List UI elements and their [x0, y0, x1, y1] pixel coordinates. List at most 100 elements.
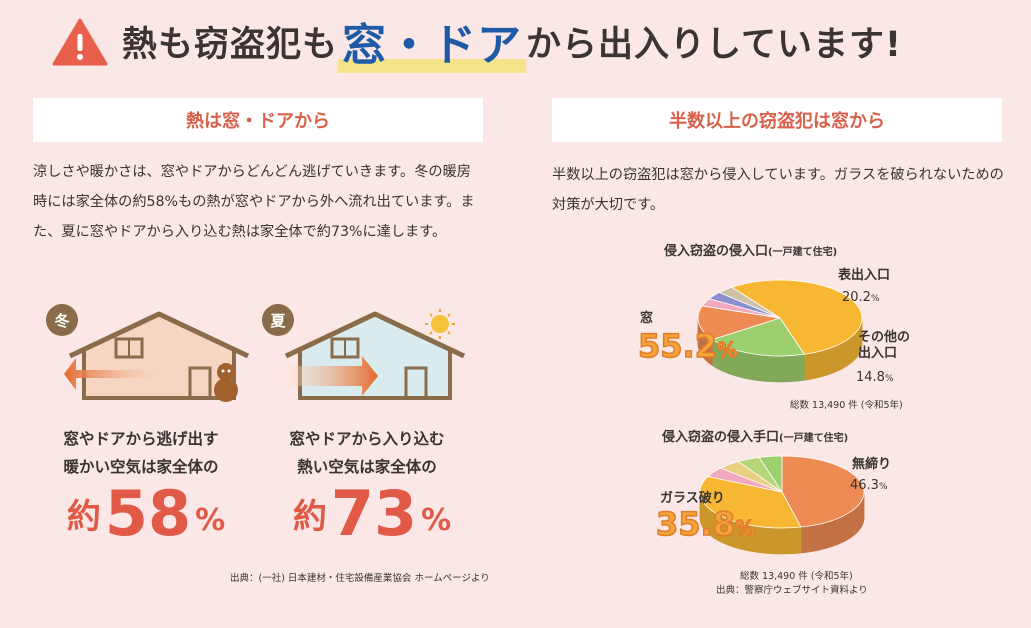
chart1-side-表出入口	[784, 355, 788, 383]
winter-prefix: 約	[66, 497, 101, 537]
summer-caption: 窓やドアから入り込む 熱い空気は家全体の	[272, 425, 462, 481]
winter-badge: 冬	[46, 304, 78, 336]
chart2-side-無締り	[829, 519, 833, 548]
chart2-pie	[699, 455, 865, 555]
chart1-side-表出入口	[801, 353, 805, 382]
chart2-side-無締り	[817, 523, 821, 551]
chart1-title-note: (一戸建て住宅)	[768, 247, 838, 258]
title-part-2: から出入りしています!	[526, 24, 902, 65]
chart1-side-表出入口	[758, 354, 763, 382]
chart2-value-unlocked-num: 46.3	[850, 478, 879, 493]
chart1-title-text: 侵入窃盗の侵入口	[664, 244, 769, 259]
chart1-label-window: 窓	[640, 311, 654, 326]
chart1-unit-window: %	[716, 337, 738, 363]
chart2-value-glass: 35.8%	[655, 504, 756, 544]
summer-value: 73	[330, 477, 418, 550]
chart2-side-ガラス破り	[797, 526, 802, 554]
burglary-description: 半数以上の窃盗犯は窓から侵入しています。ガラスを破られないための対策が大切です。	[552, 167, 1004, 213]
chart1-slice-表出入口	[711, 317, 806, 357]
chart1-label-other-line2: 出入口	[858, 346, 898, 361]
winter-caption: 窓やドアから逃げ出す 暖かい空気は家全体の	[46, 425, 236, 481]
chart1-side-窓	[830, 346, 834, 375]
chart1-unit-other: %	[884, 374, 894, 384]
chart2-side-ガラス破り	[777, 527, 782, 555]
chart1-side-窓	[820, 349, 824, 378]
chart1-side-表出入口	[798, 354, 802, 382]
chart1-side-表出入口	[770, 355, 774, 383]
chart2-side-無締り	[827, 520, 831, 549]
chart1-side-表出入口	[756, 354, 760, 382]
chart2-side-ガラス破り	[755, 525, 759, 553]
chart1-side-表出入口	[750, 353, 754, 381]
chart1-side-表出入口	[761, 354, 766, 382]
chart1-slice-other-3	[718, 286, 781, 319]
section-heading-heat: 熱は窓・ドアから	[33, 98, 483, 142]
chart1-side-表出入口	[781, 355, 785, 383]
winter-value: 58	[104, 477, 192, 550]
chart1-side-窓	[827, 347, 831, 376]
chart1-value-other: 14.8%	[856, 370, 894, 385]
chart1-side-表出入口	[740, 350, 744, 379]
chart1-value-other-num: 14.8	[856, 370, 885, 385]
chart2-side-無締り	[801, 526, 805, 554]
chart2-side-無締り	[825, 521, 829, 549]
chart1-side-窓	[818, 350, 822, 378]
winter-unit: %	[195, 503, 226, 538]
chart1-value-front: 20.2%	[842, 290, 880, 305]
chart2-side-ガラス破り	[786, 527, 790, 555]
chart1-side-窓	[815, 351, 819, 379]
chart2-source: 出典：警察庁ウェブサイト資料より	[716, 585, 868, 596]
chart1-side-表出入口	[778, 355, 783, 383]
chart1-pie-side	[697, 317, 863, 383]
chart2-unit-unlocked: %	[878, 482, 888, 492]
chart2-side-ガラス破り	[794, 526, 799, 554]
chart1-side-表出入口	[792, 354, 797, 382]
summer-caption-line-2: 熱い空気は家全体の	[297, 458, 437, 476]
chart2-title: 侵入窃盗の侵入手口(一戸建て住宅)	[662, 426, 848, 445]
title-part-1: 熱も窃盗犯も	[122, 24, 339, 65]
chart1-total: 総数 13,490 件 (令和5年)	[790, 400, 903, 411]
summer-caption-line-1: 窓やドアから入り込む	[289, 430, 445, 448]
chart2-side-ガラス破り	[775, 527, 779, 555]
chart1-label-other: その他の 出入口	[858, 330, 910, 362]
chart2-side-ガラス破り	[766, 527, 770, 554]
chart1-value-window: 55.2%	[637, 326, 738, 366]
chart2-side-無締り	[822, 522, 826, 550]
chart1-side-窓	[813, 351, 817, 380]
chart1-value-front-num: 20.2	[842, 290, 871, 305]
chart1-side-表出入口	[742, 351, 747, 379]
heat-source-note: 出典：(一社) 日本建材・住宅設備産業協会 ホームページより	[230, 573, 490, 584]
chart1-label-other-line1: その他の	[858, 330, 911, 345]
page-title: 熱も窃盗犯も 窓・ドア から出入りしています!	[122, 9, 902, 73]
chart2-side-ガラス破り	[769, 527, 773, 555]
summer-house-illustration	[284, 309, 466, 400]
summer-percentage: 約 73 %	[272, 482, 472, 546]
chart1-side-表出入口	[748, 352, 752, 380]
chart2-title-note: (一戸建て住宅)	[779, 433, 849, 444]
chart1-label-front: 表出入口	[838, 268, 891, 283]
chart2-side-ガラス破り	[792, 527, 796, 555]
chart1-side-窓	[836, 343, 840, 372]
chart2-label-glass: ガラス破り	[660, 491, 725, 506]
chart2-side-無締り	[836, 517, 840, 546]
chart2-side-無締り	[804, 525, 808, 553]
chart2-slice-other-4	[758, 455, 783, 494]
chart1-side-窓	[810, 352, 814, 380]
chart2-unit-glass: %	[734, 515, 756, 541]
chart2-side-無締り	[834, 518, 838, 547]
winter-percentage: 約 58 %	[46, 482, 246, 546]
chart1-pie	[697, 279, 863, 383]
chart2-value-glass-num: 35.8	[655, 504, 735, 544]
chart1-title: 侵入窃盗の侵入口(一戸建て住宅)	[664, 240, 837, 259]
chart2-side-無締り	[815, 523, 819, 552]
chart2-side-ガラス破り	[780, 527, 785, 555]
summer-badge: 夏	[262, 304, 294, 336]
section-heading-burglary: 半数以上の窃盗犯は窓から	[552, 98, 1002, 142]
title-accent: 窓・ドア	[338, 9, 527, 73]
chart2-side-無締り	[820, 522, 824, 551]
chart1-side-表出入口	[787, 355, 791, 383]
chart1-side-窓	[825, 348, 829, 376]
chart1-slice-窓	[730, 279, 863, 355]
summer-prefix: 約	[292, 497, 327, 537]
chart2-side-ガラス破り	[789, 527, 793, 555]
